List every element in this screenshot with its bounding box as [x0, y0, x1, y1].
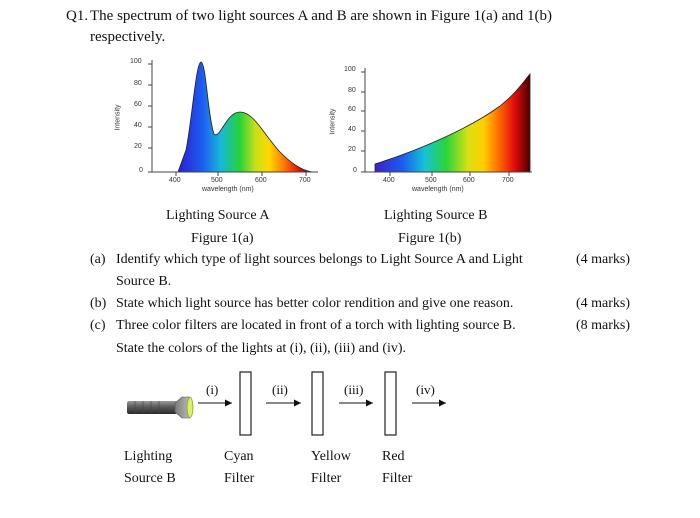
yellow-filter — [311, 371, 324, 436]
filter-label-yellow-line1: Yellow — [311, 449, 351, 464]
y-tick-label: 40 — [348, 126, 356, 133]
x-tick-label: 700 — [502, 177, 514, 184]
y-tick-label: 20 — [134, 143, 142, 150]
arrow-label-iv: (iv) — [416, 382, 435, 397]
spectrum-curve-b — [374, 72, 531, 173]
y-tick-label: 0 — [139, 167, 143, 174]
figure-label-a: Figure 1(a) — [191, 231, 254, 246]
x-axis-label: wavelength (nm) — [412, 186, 464, 193]
x-tick-label: 600 — [463, 177, 475, 184]
x-tick-label: 700 — [299, 177, 311, 184]
figure-label-b: Figure 1(b) — [398, 231, 462, 246]
question-intro-line1: The spectrum of two light sources A and … — [90, 8, 552, 24]
x-tick-label: 500 — [211, 177, 223, 184]
filter-label-cyan-line1: Cyan — [224, 449, 254, 464]
y-tick-label: 20 — [348, 146, 356, 153]
x-tick-label: 400 — [383, 177, 395, 184]
source-label-line1: Lighting — [124, 449, 173, 464]
y-tick-label: 100 — [130, 58, 142, 65]
part-a-label: (a) — [90, 252, 106, 267]
figure-caption-a: Lighting Source A — [166, 208, 270, 223]
y-tick-label: 80 — [134, 80, 142, 87]
filter-label-yellow-line2: Filter — [311, 471, 342, 486]
part-a-marks: (4 marks) — [576, 252, 631, 267]
y-tick-label: 0 — [353, 167, 357, 174]
arrow-label-iii: (iii) — [344, 382, 364, 397]
spectrum-curve-a — [177, 61, 313, 173]
part-a-text-line1: Identify which type of light sources bel… — [116, 252, 523, 267]
filter-label-red-line1: Red — [382, 449, 405, 464]
x-tick-label: 500 — [425, 177, 437, 184]
red-filter — [384, 371, 397, 436]
cyan-filter — [239, 371, 252, 436]
question-number: Q1. — [66, 8, 89, 24]
arrow-label-i: (i) — [206, 382, 219, 397]
question-intro-line2: respectively. — [90, 29, 166, 45]
part-c-text-line1: Three color filters are located in front… — [116, 318, 516, 333]
filter-label-cyan-line2: Filter — [224, 471, 255, 486]
x-axis-label: wavelength (nm) — [202, 186, 254, 193]
source-label-line2: Source B — [124, 471, 176, 486]
part-b-marks: (4 marks) — [576, 296, 631, 311]
part-a-text-line2: Source B. — [116, 274, 172, 289]
y-tick-label: 40 — [134, 122, 142, 129]
part-b-label: (b) — [90, 296, 107, 311]
part-c-label: (c) — [90, 318, 106, 333]
y-tick-label: 80 — [348, 87, 356, 94]
y-tick-label: 60 — [134, 101, 142, 108]
arrow-label-ii: (ii) — [272, 382, 288, 397]
part-c-text-line2: State the colors of the lights at (i), (… — [116, 341, 407, 356]
y-tick-label: 100 — [344, 66, 356, 73]
figure-caption-b: Lighting Source B — [384, 208, 488, 223]
filter-label-red-line2: Filter — [382, 471, 413, 486]
part-b-text-line1: State which light source has better colo… — [116, 296, 514, 311]
x-tick-label: 400 — [169, 177, 181, 184]
x-tick-label: 600 — [255, 177, 267, 184]
y-tick-label: 60 — [348, 106, 356, 113]
part-c-marks: (8 marks) — [576, 318, 631, 333]
